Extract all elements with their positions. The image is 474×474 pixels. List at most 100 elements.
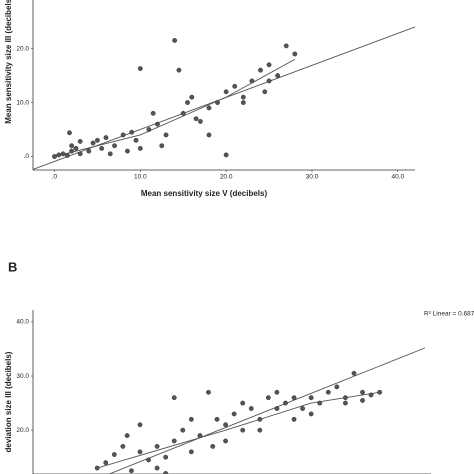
point: [163, 132, 169, 138]
y-tick-label: .0: [24, 153, 30, 160]
y-axis-label: Mean sensitivity size III (decibels): [4, 0, 13, 124]
point: [274, 406, 280, 411]
point: [257, 416, 263, 422]
point: [240, 427, 246, 433]
point: [214, 416, 220, 422]
point: [180, 427, 186, 433]
point: [308, 411, 314, 417]
point: [283, 43, 289, 49]
point: [265, 395, 271, 401]
point: [343, 395, 348, 401]
y-axis-label: deviation size III (decibels): [4, 351, 13, 452]
loess: [54, 58, 296, 157]
point: [60, 151, 66, 157]
point: [73, 146, 79, 151]
point: [125, 148, 130, 154]
point: [64, 153, 70, 158]
point: [56, 152, 62, 158]
point: [193, 116, 199, 122]
point: [120, 443, 126, 449]
point: [155, 121, 160, 127]
point: [223, 438, 228, 444]
point: [368, 392, 374, 398]
point: [94, 465, 100, 471]
point: [112, 143, 117, 149]
point: [180, 110, 186, 116]
point: [69, 148, 75, 154]
point: [240, 400, 246, 406]
point: [334, 384, 340, 390]
point: [377, 389, 383, 395]
point: [137, 66, 143, 71]
point: [283, 400, 288, 406]
point: [52, 154, 57, 159]
point: [300, 406, 306, 411]
x-tick-label: 30.0: [306, 174, 319, 181]
point: [317, 400, 323, 406]
point: [189, 94, 195, 100]
point: [86, 148, 92, 154]
point: [154, 443, 160, 449]
y-tick-label: 10.0: [16, 99, 29, 106]
point: [223, 422, 228, 428]
panel-label: B: [8, 259, 17, 274]
point: [69, 143, 75, 149]
point: [266, 62, 272, 68]
y-tick-label: 40.0: [16, 319, 29, 326]
point: [249, 78, 255, 84]
point: [107, 151, 113, 157]
point: [146, 127, 152, 132]
point: [185, 100, 190, 105]
point: [262, 89, 268, 95]
point: [137, 422, 143, 428]
point: [206, 132, 212, 138]
point: [111, 452, 117, 457]
point: [210, 443, 216, 449]
y-tick-label: 30.0: [16, 373, 29, 380]
point: [133, 137, 139, 143]
point: [176, 67, 182, 73]
point: [103, 460, 109, 466]
point: [146, 457, 151, 463]
point: [325, 389, 331, 395]
point: [291, 416, 297, 422]
point: [206, 105, 212, 111]
point: [197, 119, 203, 124]
point: [77, 151, 83, 157]
point: [137, 146, 143, 151]
point: [90, 140, 96, 146]
point: [188, 416, 194, 422]
point: [77, 138, 83, 144]
point: [266, 78, 272, 84]
point: [120, 132, 126, 138]
y-tick-label: 20.0: [16, 45, 29, 52]
point: [240, 94, 246, 100]
point: [137, 449, 143, 455]
point: [248, 406, 254, 411]
point: [360, 389, 365, 395]
point: [163, 471, 169, 474]
point: [163, 454, 169, 460]
point: [188, 449, 194, 455]
point: [129, 468, 134, 474]
point: [292, 51, 298, 57]
fit-line: [109, 347, 426, 474]
point: [257, 427, 263, 433]
point: [351, 370, 357, 376]
point: [94, 137, 100, 143]
y-tick-label: 20.0: [16, 427, 29, 434]
point: [308, 395, 314, 401]
annotation: R² Linear = 0.687: [424, 311, 474, 318]
point: [171, 438, 177, 444]
point: [99, 146, 105, 151]
point: [223, 152, 229, 158]
point: [103, 135, 109, 141]
point: [223, 89, 229, 95]
point: [275, 73, 281, 78]
point: [124, 433, 130, 438]
point: [215, 100, 220, 105]
point: [150, 110, 156, 116]
point: [232, 83, 238, 89]
point: [206, 389, 211, 395]
